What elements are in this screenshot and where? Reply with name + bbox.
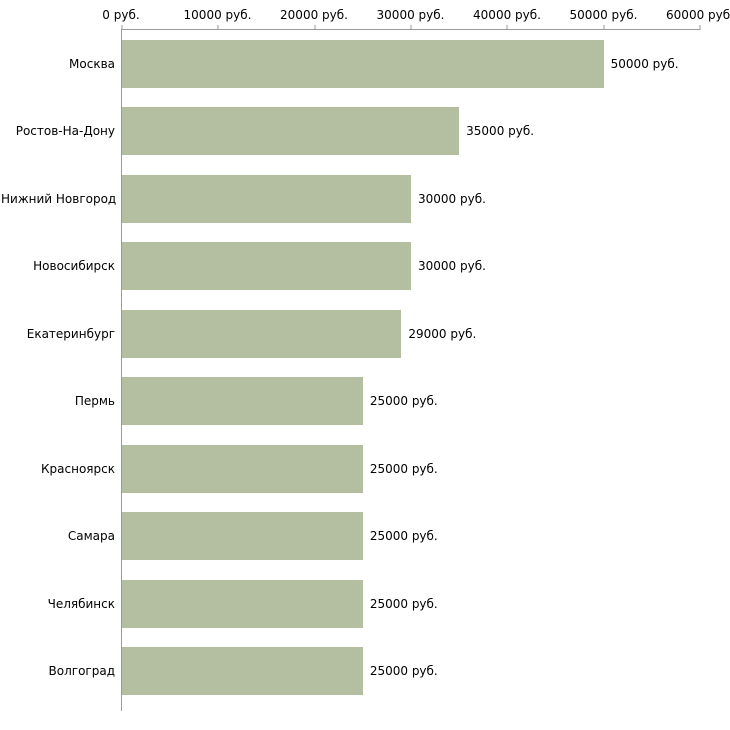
bar-row: Челябинск 25000 руб. bbox=[48, 570, 700, 638]
bar-row: Нижний Новгород 30000 руб. bbox=[1, 165, 700, 233]
value-label: 25000 руб. bbox=[369, 529, 438, 544]
bar bbox=[122, 107, 460, 156]
bar bbox=[122, 512, 363, 561]
x-tick-label: 20000 руб. bbox=[280, 8, 348, 22]
category-label: Волгоград bbox=[48, 664, 115, 679]
x-tick-mark bbox=[699, 25, 701, 30]
bar-row: Пермь 25000 руб. bbox=[75, 368, 700, 436]
category-label: Самара bbox=[67, 529, 115, 544]
bar bbox=[122, 174, 411, 223]
category-label: Нижний Новгород bbox=[1, 191, 117, 206]
bar-row: Самара 25000 руб. bbox=[68, 503, 700, 571]
bar bbox=[122, 39, 604, 88]
value-label: 29000 руб. bbox=[408, 326, 477, 341]
plot-area: Москва 50000 руб. Ростов-На-Дону 35000 руб.… bbox=[1, 25, 701, 711]
value-label: 25000 руб. bbox=[369, 461, 438, 476]
x-tick-mark bbox=[314, 25, 316, 30]
value-label: 25000 руб. bbox=[369, 596, 438, 611]
category-label: Москва bbox=[69, 56, 115, 71]
value-label: 35000 руб. bbox=[466, 124, 535, 139]
x-tick-label: 50000 руб. bbox=[569, 8, 638, 22]
x-tick-label: 30000 руб. bbox=[376, 8, 445, 22]
bar-row: Волгоград 25000 руб. bbox=[49, 638, 700, 706]
bar bbox=[122, 444, 363, 493]
x-tick-label: 0 руб. bbox=[102, 8, 140, 22]
x-axis: 0 руб. 10000 руб. 20000 руб. 30000 руб. 4000… bbox=[102, 0, 730, 29]
x-tick-label: 60000 руб. bbox=[666, 8, 730, 22]
bar-row: Красноярск 25000 руб. bbox=[41, 435, 700, 503]
x-tick-mark bbox=[217, 25, 219, 30]
bar bbox=[122, 647, 363, 696]
category-label: Новосибирск bbox=[33, 259, 115, 274]
category-label: Екатеринбург bbox=[26, 326, 115, 341]
x-tick-mark bbox=[121, 25, 123, 30]
value-label: 25000 руб. bbox=[369, 664, 438, 679]
x-tick-label: 10000 руб. bbox=[183, 8, 252, 22]
x-tick-mark bbox=[603, 25, 605, 30]
bar-row: Екатеринбург 29000 руб. bbox=[27, 300, 700, 368]
x-tick-mark bbox=[506, 25, 508, 30]
category-label: Пермь bbox=[74, 394, 115, 409]
value-label: 50000 руб. bbox=[610, 56, 679, 71]
category-label: Красноярск bbox=[41, 461, 115, 476]
bar bbox=[122, 579, 363, 628]
bar bbox=[122, 377, 363, 426]
category-label: Челябинск bbox=[47, 596, 115, 611]
bar bbox=[122, 309, 402, 358]
bar bbox=[122, 242, 411, 291]
category-label: Ростов-На-Дону bbox=[15, 124, 115, 139]
bar-row: Новосибирск 30000 руб. bbox=[33, 233, 700, 301]
value-label: 25000 руб. bbox=[369, 394, 438, 409]
bar-row: Москва 50000 руб. bbox=[69, 30, 700, 98]
bar-row: Ростов-На-Дону 35000 руб. bbox=[16, 98, 700, 166]
value-label: 30000 руб. bbox=[418, 259, 486, 274]
x-tick-mark bbox=[410, 25, 412, 30]
x-tick-label: 40000 руб. bbox=[473, 8, 541, 22]
value-label: 30000 руб. bbox=[418, 191, 486, 206]
